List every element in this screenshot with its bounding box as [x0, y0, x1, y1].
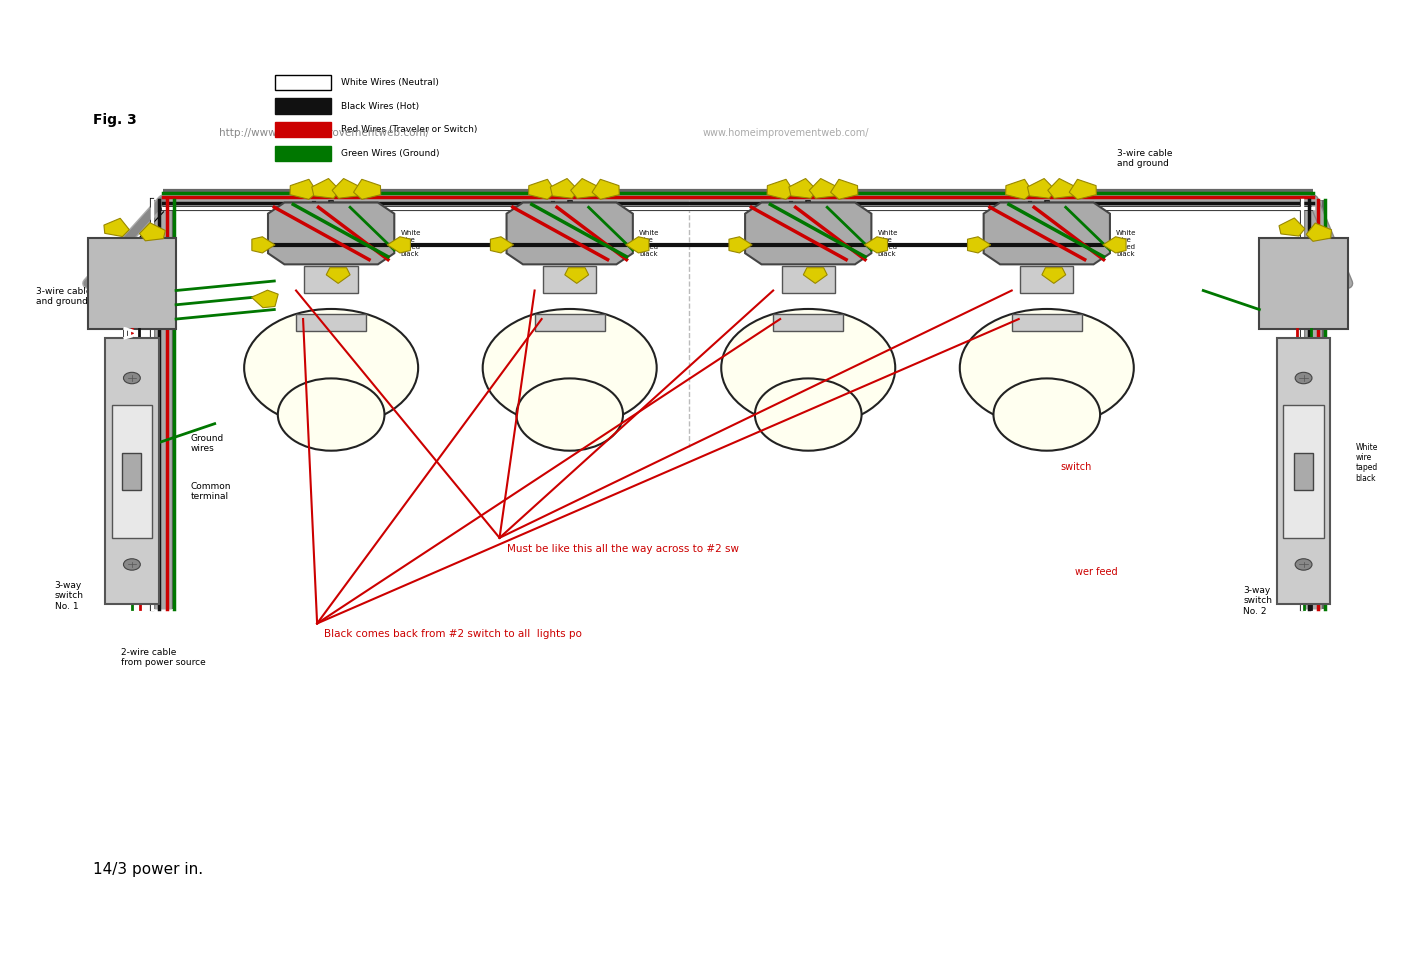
Text: White
wire
taped
black: White wire taped black — [877, 231, 898, 257]
Polygon shape — [139, 224, 166, 241]
Polygon shape — [1069, 180, 1097, 200]
Text: 3: 3 — [803, 400, 813, 416]
Circle shape — [1295, 559, 1312, 571]
Text: White Wires (Neutral): White Wires (Neutral) — [342, 77, 439, 87]
Polygon shape — [728, 237, 752, 253]
Circle shape — [245, 310, 418, 428]
Bar — [276, 147, 332, 162]
Polygon shape — [332, 179, 360, 199]
Circle shape — [960, 310, 1133, 428]
Polygon shape — [967, 237, 991, 253]
Polygon shape — [252, 237, 276, 253]
Bar — [305, 267, 357, 294]
Bar — [111, 405, 152, 538]
Bar — [543, 267, 596, 294]
Bar — [773, 314, 844, 332]
Bar — [276, 75, 332, 91]
Text: http://www.homeimprovementweb.com/: http://www.homeimprovementweb.com/ — [219, 128, 429, 137]
Polygon shape — [290, 180, 318, 200]
Polygon shape — [506, 203, 633, 265]
Polygon shape — [529, 180, 555, 200]
Polygon shape — [353, 180, 381, 200]
Bar — [1277, 338, 1330, 605]
Text: White
wire
taped
black: White wire taped black — [1355, 442, 1378, 482]
Polygon shape — [745, 203, 872, 265]
Polygon shape — [1279, 219, 1305, 236]
Text: 3-wire cable
and ground: 3-wire cable and ground — [37, 286, 91, 306]
Text: 3-wire cable
and ground: 3-wire cable and ground — [1116, 149, 1173, 168]
Circle shape — [482, 310, 657, 428]
Polygon shape — [984, 203, 1109, 265]
Text: Ground
wires: Ground wires — [191, 434, 224, 453]
Polygon shape — [803, 269, 827, 284]
Polygon shape — [592, 180, 619, 200]
Circle shape — [994, 379, 1099, 451]
Bar — [1021, 267, 1073, 294]
Circle shape — [124, 559, 141, 571]
Polygon shape — [1028, 179, 1056, 199]
Text: Common
terminal: Common terminal — [191, 481, 232, 500]
Polygon shape — [789, 179, 817, 199]
Bar — [87, 239, 176, 329]
Circle shape — [755, 379, 862, 451]
Polygon shape — [326, 269, 350, 284]
Polygon shape — [831, 180, 858, 200]
Text: Green Wires (Ground): Green Wires (Ground) — [342, 149, 440, 158]
Bar — [276, 123, 332, 138]
Polygon shape — [104, 219, 129, 237]
Polygon shape — [252, 291, 278, 309]
Polygon shape — [312, 179, 340, 199]
Text: 14/3 power in.: 14/3 power in. — [93, 862, 202, 877]
Circle shape — [278, 379, 384, 451]
Text: White
wire
taped
black: White wire taped black — [401, 231, 420, 257]
Text: 4: 4 — [1042, 400, 1052, 416]
Bar — [276, 99, 332, 114]
Text: 2: 2 — [565, 400, 575, 416]
Bar — [534, 314, 605, 332]
Polygon shape — [269, 203, 394, 265]
Bar — [1284, 405, 1324, 538]
Polygon shape — [768, 180, 794, 200]
Text: Black comes back from #2 switch to all  lights po: Black comes back from #2 switch to all l… — [325, 629, 582, 639]
Polygon shape — [865, 237, 887, 253]
Text: White
wire
taped
black: White wire taped black — [640, 231, 659, 257]
Polygon shape — [1047, 179, 1076, 199]
Polygon shape — [491, 237, 513, 253]
Polygon shape — [1005, 180, 1033, 200]
Polygon shape — [1042, 269, 1066, 284]
Circle shape — [124, 373, 141, 384]
Polygon shape — [810, 179, 838, 199]
Text: White
wire
taped
black: White wire taped black — [1116, 231, 1136, 257]
Text: www.homeimprovementweb.com/: www.homeimprovementweb.com/ — [703, 128, 869, 137]
Text: wer feed: wer feed — [1074, 566, 1118, 577]
Circle shape — [721, 310, 896, 428]
Bar — [105, 338, 159, 605]
Text: 3-way
switch
No. 1: 3-way switch No. 1 — [55, 580, 84, 610]
Bar — [1294, 453, 1313, 491]
Text: switch: switch — [1060, 462, 1092, 472]
Text: Black Wires (Hot): Black Wires (Hot) — [342, 101, 419, 111]
Circle shape — [1295, 373, 1312, 384]
Polygon shape — [1102, 237, 1126, 253]
Bar — [1012, 314, 1081, 332]
Bar — [1260, 239, 1348, 329]
Polygon shape — [550, 179, 578, 199]
Text: Fig. 3: Fig. 3 — [93, 113, 136, 127]
Bar — [297, 314, 366, 332]
Text: 2-wire cable
from power source: 2-wire cable from power source — [121, 647, 205, 667]
Bar — [782, 267, 835, 294]
Polygon shape — [571, 179, 599, 199]
Polygon shape — [387, 237, 411, 253]
Circle shape — [516, 379, 623, 451]
Polygon shape — [565, 269, 589, 284]
Bar — [122, 453, 142, 491]
Text: Must be like this all the way across to #2 sw: Must be like this all the way across to … — [506, 543, 738, 553]
Text: Red Wires (Traveler or Switch): Red Wires (Traveler or Switch) — [342, 125, 478, 134]
Polygon shape — [626, 237, 650, 253]
Polygon shape — [1306, 224, 1331, 242]
Text: 3-way
switch
No. 2: 3-way switch No. 2 — [1243, 585, 1272, 615]
Text: 1: 1 — [326, 400, 336, 416]
